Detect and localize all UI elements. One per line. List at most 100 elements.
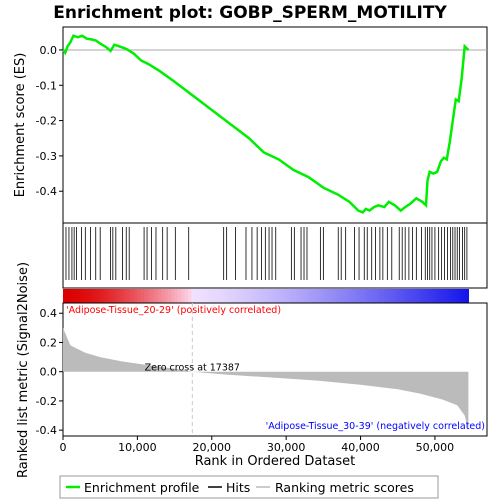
color-bar-segment (100, 289, 105, 303)
color-bar-segment (346, 289, 351, 303)
es-y-tick-label: -0.4 (36, 185, 57, 198)
color-bar-segment (90, 289, 95, 303)
x-tick-label: 0 (60, 441, 67, 454)
color-bar-segment (160, 289, 165, 303)
color-bar-segment (174, 289, 179, 303)
color-bar-segment (329, 289, 334, 303)
color-bar-segment (252, 289, 257, 303)
color-bar-segment (282, 289, 287, 303)
metric-panel: Zero cross at 17387 'Adipose-Tissue_20-2… (36, 302, 488, 437)
color-bar-segment (218, 289, 223, 303)
color-bar-segment (465, 289, 470, 303)
color-bar-segment (383, 289, 388, 303)
color-bar-segment (228, 289, 233, 303)
color-bar-segment (103, 289, 108, 303)
es-y-tick-label: -0.3 (36, 150, 57, 163)
color-bar-segment (454, 289, 459, 303)
color-bar-segment (407, 289, 412, 303)
color-bar-segment (79, 289, 84, 303)
color-bar-segment (231, 289, 236, 303)
color-bar-segment (313, 289, 317, 303)
es-y-axis-label: Enrichment score (ES) (13, 53, 28, 198)
color-bar-segment (211, 289, 216, 303)
legend: Enrichment profile Hits Ranking metric s… (59, 475, 439, 499)
color-bar-segment (316, 289, 321, 303)
metric-y-ticks: 0.4 0.2 0.0 -0.2 -0.4 (36, 307, 63, 437)
metric-y-tick-label: 0.2 (40, 336, 58, 349)
metric-y-axis-label: Ranked list metric (Signal2Noise) (16, 262, 31, 478)
color-bar-segment (451, 289, 456, 303)
color-bar-segment (235, 289, 240, 303)
metric-y-tick-label: -0.2 (36, 395, 57, 408)
color-bar-segment (302, 289, 307, 303)
color-bar-segment (73, 289, 78, 303)
color-bar-segment (292, 289, 297, 303)
es-profile-line (62, 34, 470, 214)
color-bar-segment (140, 289, 145, 303)
color-bar-segment (296, 289, 301, 303)
color-bar-segment (390, 289, 395, 303)
color-bar-segment (299, 289, 304, 303)
color-bar-segment (269, 289, 274, 303)
color-bar-segment (181, 289, 186, 303)
ranking-metric-area (63, 327, 469, 431)
color-bar-segment (404, 289, 409, 303)
legend-hits-label: Hits (226, 480, 250, 495)
ranking-color-bar (63, 289, 470, 303)
x-axis-label: Rank in Ordered Dataset (195, 454, 356, 469)
color-bar-segment (255, 289, 260, 303)
color-bar-segment (133, 289, 138, 303)
color-bar-segment (289, 289, 294, 303)
hits-panel (62, 222, 488, 289)
color-bar-segment (164, 289, 169, 303)
color-bar-segment (117, 289, 122, 303)
color-bar-segment (414, 289, 419, 303)
color-bar-segment (370, 289, 375, 303)
color-bar-segment (130, 289, 135, 303)
color-bar-segment (458, 289, 463, 303)
color-bar-segment (319, 289, 324, 303)
color-bar-segment (123, 289, 128, 303)
color-bar-segment (438, 289, 442, 303)
color-bar-segment (248, 289, 253, 303)
color-bar-segment (198, 289, 203, 303)
metric-y-tick-label: -0.4 (36, 424, 57, 437)
color-bar-segment (360, 289, 365, 303)
color-bar-segment (242, 289, 247, 303)
color-bar-segment (225, 289, 230, 303)
zero-cross-label: Zero cross at 17387 (145, 363, 240, 374)
color-bar-segment (431, 289, 436, 303)
color-bar-segment (144, 289, 149, 303)
color-bar-segment (120, 289, 125, 303)
color-bar-segment (424, 289, 429, 303)
color-bar-segment (380, 289, 385, 303)
color-bar-segment (356, 289, 361, 303)
color-bar-segment (258, 289, 263, 303)
color-bar-segment (110, 289, 115, 303)
color-bar-segment (167, 289, 172, 303)
color-bar-segment (245, 289, 250, 303)
legend-es-label: Enrichment profile (84, 480, 200, 495)
color-bar-segment (265, 289, 270, 303)
color-bar-segment (137, 289, 142, 303)
x-tick-label: 40,000 (341, 441, 380, 454)
x-tick-label: 20,000 (193, 441, 232, 454)
color-bar-segment (434, 289, 439, 303)
color-bar-segment (394, 289, 399, 303)
positive-correlation-label: 'Adipose-Tissue_20-29' (positively corre… (66, 305, 281, 316)
color-bar-segment (427, 289, 432, 303)
color-bar-segment (306, 289, 311, 303)
color-bar-segment (221, 289, 226, 303)
color-bar-segment (387, 289, 392, 303)
color-bar-segment (373, 289, 378, 303)
color-bar-segment (147, 289, 152, 303)
color-bar-segment (238, 289, 243, 303)
color-bar-segment (336, 289, 341, 303)
color-bar-segment (448, 289, 453, 303)
color-bar-segment (444, 289, 449, 303)
color-bar-segment (309, 289, 314, 303)
color-bar-segment (343, 289, 348, 303)
color-bar-segment (106, 289, 111, 303)
color-bar-segment (400, 289, 405, 303)
color-bar-segment (201, 289, 206, 303)
